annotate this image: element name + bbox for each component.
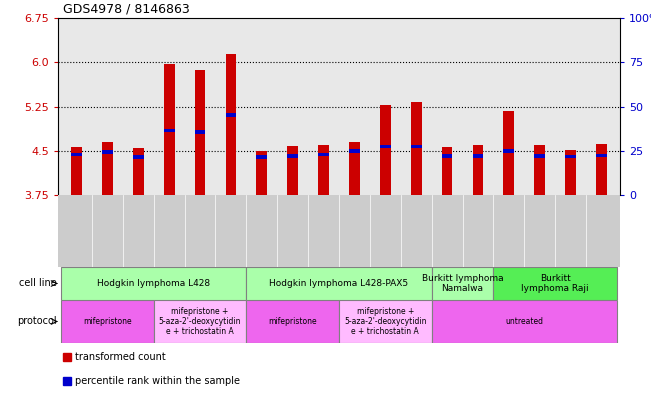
Text: cell line: cell line: [19, 279, 57, 288]
Bar: [63, 353, 71, 361]
Bar: [63, 377, 71, 385]
Text: Burkitt lymphoma
Namalwa: Burkitt lymphoma Namalwa: [422, 274, 503, 293]
Bar: [61, 267, 246, 300]
Bar: [565, 155, 576, 158]
Bar: [246, 267, 432, 300]
Bar: [287, 146, 298, 195]
Bar: [71, 152, 82, 156]
Bar: [380, 105, 391, 195]
Bar: [195, 130, 206, 134]
Bar: [339, 300, 432, 343]
Text: percentile rank within the sample: percentile rank within the sample: [75, 376, 240, 386]
Bar: [380, 145, 391, 149]
Bar: [411, 145, 422, 149]
Text: GDS4978 / 8146863: GDS4978 / 8146863: [63, 2, 189, 15]
Bar: [102, 150, 113, 154]
Bar: [441, 147, 452, 195]
Bar: [164, 129, 174, 132]
Bar: [493, 267, 617, 300]
Text: mifepristone +
5-aza-2'-deoxycytidin
e + trichostatin A: mifepristone + 5-aza-2'-deoxycytidin e +…: [159, 307, 242, 336]
Bar: [349, 149, 360, 152]
Text: mifepristone: mifepristone: [83, 317, 132, 326]
Bar: [349, 142, 360, 195]
Text: Burkitt
lymphoma Raji: Burkitt lymphoma Raji: [521, 274, 589, 293]
Bar: [596, 144, 607, 195]
Text: mifepristone +
5-aza-2'-deoxycytidin
e + trichostatin A: mifepristone + 5-aza-2'-deoxycytidin e +…: [344, 307, 426, 336]
Bar: [432, 300, 617, 343]
Bar: [225, 113, 236, 117]
Bar: [534, 154, 545, 158]
Bar: [195, 70, 206, 195]
Bar: [432, 267, 493, 300]
Text: transformed count: transformed count: [75, 352, 166, 362]
Bar: [318, 145, 329, 195]
Bar: [246, 300, 339, 343]
Bar: [154, 300, 246, 343]
Bar: [503, 149, 514, 152]
Bar: [133, 156, 144, 159]
Bar: [71, 147, 82, 195]
Bar: [503, 111, 514, 195]
Bar: [596, 154, 607, 157]
Text: mifepristone: mifepristone: [268, 317, 317, 326]
Bar: [411, 102, 422, 195]
Bar: [318, 152, 329, 156]
Bar: [441, 154, 452, 158]
Bar: [565, 150, 576, 195]
Bar: [133, 149, 144, 195]
Bar: [473, 154, 483, 158]
Bar: [61, 300, 154, 343]
Text: Hodgkin lymphoma L428: Hodgkin lymphoma L428: [97, 279, 210, 288]
Bar: [473, 145, 483, 195]
Text: untreated: untreated: [505, 317, 544, 326]
Text: Hodgkin lymphoma L428-PAX5: Hodgkin lymphoma L428-PAX5: [270, 279, 409, 288]
Bar: [256, 156, 267, 159]
Bar: [256, 151, 267, 195]
Text: protocol: protocol: [17, 316, 57, 327]
Bar: [225, 54, 236, 195]
Bar: [534, 145, 545, 195]
Bar: [102, 142, 113, 195]
Bar: [164, 64, 174, 195]
Bar: [287, 154, 298, 158]
